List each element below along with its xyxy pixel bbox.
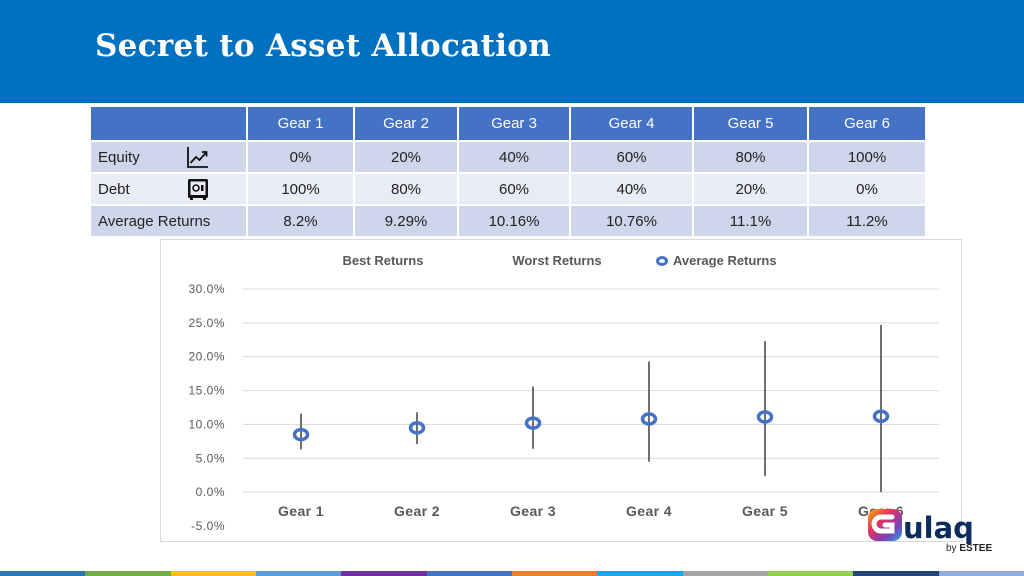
table-cell: 40% bbox=[457, 140, 571, 174]
svg-text:ulaq: ulaq bbox=[903, 511, 974, 545]
table-cell: 100% bbox=[246, 172, 355, 206]
table-cell: 0% bbox=[246, 140, 355, 174]
table-header: Gear 4 bbox=[569, 105, 694, 142]
y-tick-label: 0.0% bbox=[196, 485, 225, 499]
footer-color-segment bbox=[767, 571, 854, 576]
legend-label: Best Returns bbox=[343, 253, 424, 268]
average-returns-marker bbox=[640, 412, 658, 426]
table-cell: 11.1% bbox=[692, 204, 809, 238]
table-row-debt: Debt 100% 80% 60% 40% 20% 0% bbox=[89, 172, 927, 206]
footer-color-segment bbox=[255, 571, 342, 576]
table-cell: 100% bbox=[807, 140, 927, 174]
footer-color-strip bbox=[0, 571, 1024, 576]
x-tick-label: Gear 4 bbox=[626, 503, 672, 519]
safe-icon bbox=[188, 179, 208, 200]
table-cell: 10.76% bbox=[569, 204, 694, 238]
y-tick-label: 10.0% bbox=[188, 417, 225, 431]
table-cell: 60% bbox=[457, 172, 571, 206]
table-header-blank bbox=[89, 105, 248, 142]
x-tick-label: Gear 2 bbox=[394, 503, 440, 519]
footer-color-segment bbox=[170, 571, 256, 576]
title-bar: Secret to Asset Allocation bbox=[0, 0, 1024, 103]
row-label: Debt bbox=[89, 172, 248, 206]
footer-color-segment bbox=[853, 571, 939, 576]
y-tick-label: 20.0% bbox=[188, 350, 225, 364]
table-cell: 20% bbox=[353, 140, 459, 174]
table-header: Gear 6 bbox=[807, 105, 927, 142]
row-label: Average Returns bbox=[89, 204, 248, 238]
table-header-row: Gear 1 Gear 2 Gear 3 Gear 4 Gear 5 Gear … bbox=[89, 105, 927, 142]
y-tick-label: 5.0% bbox=[196, 451, 225, 465]
table-cell: 40% bbox=[569, 172, 694, 206]
y-tick-label: 25.0% bbox=[188, 316, 225, 330]
footer-color-segment bbox=[85, 571, 171, 576]
chart-svg: -5.0% 0.0% 5.0% 10.0% 15.0% 20.0% 25.0% 30.0% Ge… bbox=[188, 253, 939, 533]
y-tick-label: -5.0% bbox=[191, 519, 225, 533]
row-label-text: Debt bbox=[98, 180, 130, 198]
average-returns-marker bbox=[524, 416, 542, 430]
table-header: Gear 2 bbox=[353, 105, 459, 142]
footer-color-segment bbox=[0, 571, 86, 576]
footer-color-segment bbox=[682, 571, 768, 576]
returns-range-chart: -5.0% 0.0% 5.0% 10.0% 15.0% 20.0% 25.0% 30.0% Ge… bbox=[160, 239, 962, 542]
table-cell: 20% bbox=[692, 172, 809, 206]
table-header: Gear 3 bbox=[457, 105, 571, 142]
gulaq-logo: ulaq by ESTEE bbox=[868, 509, 992, 554]
footer-color-segment bbox=[426, 571, 512, 576]
row-label: Equity bbox=[89, 140, 248, 174]
x-tick-label: Gear 3 bbox=[510, 503, 556, 519]
row-label-text: Average Returns bbox=[98, 212, 211, 230]
legend-label: Average Returns bbox=[673, 253, 777, 268]
svg-text:by ESTEE: by ESTEE bbox=[946, 543, 992, 554]
allocation-table: Gear 1 Gear 2 Gear 3 Gear 4 Gear 5 Gear … bbox=[89, 105, 927, 238]
table-cell: 11.2% bbox=[807, 204, 927, 238]
table-cell: 0% bbox=[807, 172, 927, 206]
table-row-equity: Equity 0% 20% 40% 60% 80% 100% bbox=[89, 140, 927, 174]
table-cell: 8.2% bbox=[246, 204, 355, 238]
footer-color-segment bbox=[597, 571, 683, 576]
table-cell: 60% bbox=[569, 140, 694, 174]
legend-average-marker bbox=[656, 256, 668, 266]
average-returns-marker bbox=[292, 427, 310, 442]
table-header: Gear 5 bbox=[692, 105, 809, 142]
average-returns-marker bbox=[872, 409, 890, 424]
footer-color-segment bbox=[938, 571, 1024, 576]
table-cell: 80% bbox=[353, 172, 459, 206]
table-cell: 80% bbox=[692, 140, 809, 174]
footer-color-segment bbox=[511, 571, 598, 576]
x-tick-label: Gear 5 bbox=[742, 503, 788, 519]
footer-color-segment bbox=[341, 571, 427, 576]
table-cell: 9.29% bbox=[353, 204, 459, 238]
table-cell: 10.16% bbox=[457, 204, 571, 238]
y-tick-label: 30.0% bbox=[188, 282, 225, 296]
average-returns-marker bbox=[756, 410, 774, 424]
page-title: Secret to Asset Allocation bbox=[95, 28, 552, 64]
table-header: Gear 1 bbox=[246, 105, 355, 142]
row-label-text: Equity bbox=[98, 148, 140, 166]
legend-label: Worst Returns bbox=[512, 253, 601, 268]
x-tick-label: Gear 1 bbox=[278, 503, 324, 519]
y-tick-label: 15.0% bbox=[188, 384, 225, 398]
table-row-average-returns: Average Returns 8.2% 9.29% 10.16% 10.76%… bbox=[89, 204, 927, 238]
average-returns-marker bbox=[408, 421, 426, 435]
trend-chart-icon bbox=[187, 147, 208, 168]
